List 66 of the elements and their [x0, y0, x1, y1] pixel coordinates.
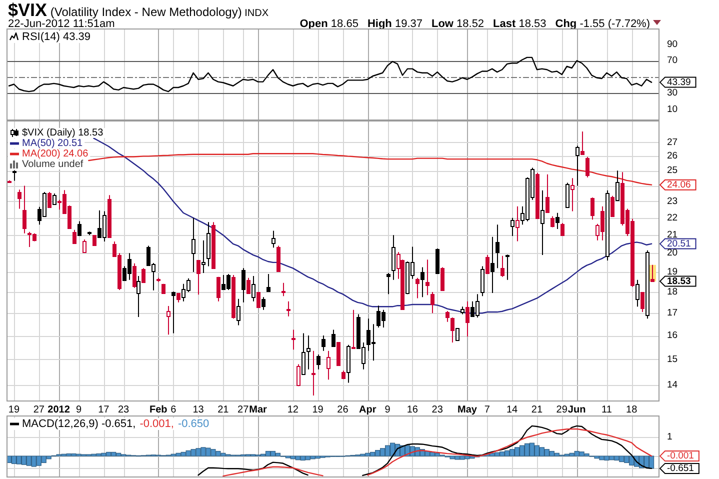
x-tick-label: Mar [249, 404, 268, 416]
x-tick-label: 14 [506, 404, 518, 416]
chart-title: $VIX (Volatility Index - New Methodology) INDX [8, 0, 269, 20]
annotation: High 19.37 [367, 18, 422, 30]
data-label: 24.06 [667, 179, 691, 190]
x-tick-label: 27 [33, 404, 45, 416]
x-tick-label: 21 [218, 404, 230, 416]
x-tick-label: 2012 [48, 404, 70, 416]
x-tick-label: 6 [170, 404, 177, 416]
y-tick-label: -0.001 [667, 450, 694, 462]
x-tick-label: 17 [98, 404, 110, 416]
y-tick-label: 17 [667, 308, 678, 319]
x-tick-label: 13 [192, 404, 204, 416]
y-tick-label: 70 [667, 55, 678, 66]
y-tick-label: 14 [667, 379, 678, 390]
x-tick-label: 29 [556, 404, 568, 416]
x-tick-label: May [458, 404, 478, 416]
annotation: Low 18.52 [431, 18, 484, 30]
x-tick-label: 21 [531, 404, 543, 416]
x-tick-label: Apr [359, 404, 376, 416]
legend-label: MA(200) 24.06 [22, 148, 89, 160]
legend-label: RSI(14) 43.39 [22, 31, 90, 43]
y-tick-label: 25 [667, 165, 678, 176]
annotation: Chg -1.55 (-7.72%) [555, 18, 650, 30]
x-tick-label: Feb [150, 404, 168, 416]
y-tick-label: 27 [667, 136, 678, 148]
y-tick-label: 10 [667, 104, 678, 115]
y-tick-label: 22 [667, 212, 678, 224]
x-tick-label: 23 [432, 404, 444, 416]
text: 18.53 [667, 276, 691, 287]
y-tick-label: 18 [667, 286, 678, 298]
y-tick-label: 21 [667, 230, 678, 241]
x-tick-label: 26 [337, 404, 349, 416]
x-tick-label: Jun [568, 404, 586, 416]
x-tick-label: 16 [406, 404, 418, 416]
x-tick-label: 9 [384, 404, 391, 416]
x-tick-label: 18 [626, 404, 638, 416]
y-tick-label: -0.651 [667, 462, 694, 474]
x-tick-label: 23 [118, 404, 130, 416]
y-tick-label: 23 [667, 196, 678, 207]
x-tick-label: 19 [8, 404, 20, 416]
data-label: 43.39 [667, 76, 691, 88]
y-tick-label: 15 [667, 354, 678, 365]
chart-subtitle: 22-Jun-2012 11:51am [8, 18, 115, 30]
annotation: Last 18.53 [493, 18, 546, 30]
series-label: -0.650 [178, 418, 210, 430]
y-tick-label: 30 [667, 88, 678, 99]
x-tick-label: 12 [287, 404, 299, 416]
x-tick-label: 19 [312, 404, 324, 416]
text: -0.001, [140, 418, 174, 430]
y-tick-label: 90 [667, 38, 678, 50]
y-tick-label: 20 [667, 248, 678, 259]
y-tick-label: 16 [667, 330, 678, 342]
legend-label: $VIX (Daily) 18.53 [22, 128, 104, 138]
x-tick-label: 7 [484, 404, 490, 416]
x-tick-label: 9 [76, 404, 82, 416]
annotation: Volume undef [22, 159, 84, 170]
x-tick-label: 27 [238, 404, 250, 416]
x-tick-label: 11 [602, 404, 612, 416]
annotation: Open 18.65 [300, 18, 358, 30]
legend-label: MACD(12,26,9) -0.651, [22, 418, 136, 430]
y-tick-label: 1 [667, 431, 672, 442]
data-label: 20.51 [667, 238, 691, 250]
y-tick-label: 26 [667, 150, 678, 162]
legend-label: MA(50) 20.51 [22, 138, 84, 149]
y-tick-label: 19 [667, 266, 678, 278]
